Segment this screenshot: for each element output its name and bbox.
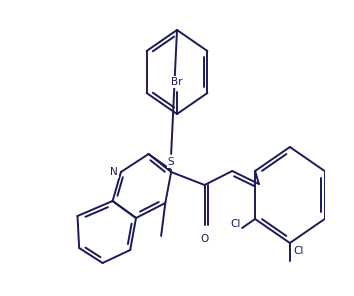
Text: N: N: [110, 167, 118, 177]
Text: S: S: [168, 157, 175, 167]
Text: O: O: [200, 234, 209, 244]
Text: Cl: Cl: [293, 246, 303, 256]
Text: Cl: Cl: [230, 219, 241, 229]
Text: Br: Br: [171, 77, 183, 87]
